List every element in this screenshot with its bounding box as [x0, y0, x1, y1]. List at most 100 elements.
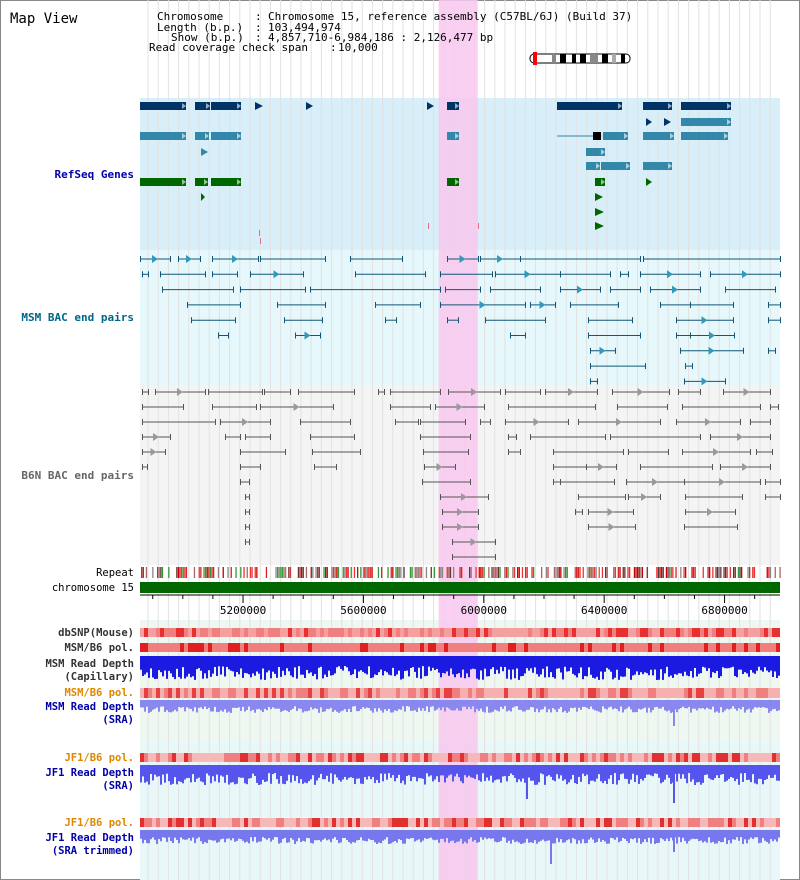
- depth-bar: [670, 700, 672, 713]
- depth-bar: [484, 765, 486, 782]
- depth-bar: [182, 700, 184, 708]
- heat-cell: [444, 753, 448, 762]
- depth-bar: [262, 830, 264, 838]
- depth-bar: [168, 656, 170, 671]
- depth-bar: [404, 830, 406, 844]
- heat-cell: [268, 753, 272, 762]
- heat-cell: [324, 818, 328, 827]
- depth-bar: [498, 830, 500, 842]
- heat-cell: [752, 688, 756, 698]
- depth-bar: [416, 830, 418, 841]
- depth-bar: [646, 830, 648, 843]
- chromosome-ideogram[interactable]: [529, 52, 631, 65]
- depth-bar: [402, 830, 404, 844]
- selection-highlight[interactable]: [438, 0, 478, 880]
- depth-bar: [602, 700, 604, 707]
- depth-bar: [210, 656, 212, 677]
- bac-end: [442, 509, 443, 515]
- heat-cell: [576, 643, 580, 652]
- depth-bar: [514, 765, 516, 778]
- heat-cell: [704, 643, 708, 652]
- bac-end: [760, 479, 761, 485]
- depth-bar: [568, 656, 570, 672]
- heat-cell: [732, 818, 736, 827]
- depth-bar: [526, 656, 528, 669]
- heat-cell: [256, 818, 260, 827]
- depth-bar: [234, 700, 236, 708]
- heat-cell: [144, 818, 148, 827]
- depth-bar: [150, 656, 152, 669]
- bac-end: [772, 449, 773, 455]
- depth-bar: [600, 765, 602, 782]
- depth-bar: [392, 656, 394, 668]
- depth-bar: [494, 765, 496, 781]
- heat-cell: [592, 643, 596, 652]
- repeat-element: [521, 567, 524, 578]
- depth-bar: [502, 656, 504, 672]
- heat-cell: [508, 818, 512, 827]
- depth-bar: [542, 765, 544, 775]
- bac-end: [258, 256, 259, 262]
- heat-cell: [152, 753, 156, 762]
- depth-bar: [544, 765, 546, 785]
- depth-bar: [590, 765, 592, 781]
- depth-bar: [194, 656, 196, 680]
- bac-end: [635, 524, 636, 530]
- bac-end: [676, 332, 677, 339]
- heat-cell: [604, 818, 608, 827]
- depth-bar: [312, 656, 314, 676]
- depth-bar: [734, 830, 736, 840]
- heat-cell: [568, 643, 572, 652]
- depth-bar: [316, 765, 318, 781]
- heat-cell: [200, 643, 204, 652]
- msm-bac-label[interactable]: MSM BAC end pairs: [21, 311, 134, 324]
- depth-bar: [464, 765, 466, 776]
- depth-bar: [776, 700, 778, 712]
- refseq-gene-features[interactable]: [140, 102, 731, 244]
- depth-bar: [750, 765, 752, 783]
- depth-bar: [536, 765, 538, 785]
- repeat-element: [283, 567, 285, 578]
- bac-end: [667, 404, 668, 410]
- heat-cell: [152, 688, 156, 698]
- heat-cell: [316, 818, 320, 827]
- depth-bar: [646, 656, 648, 674]
- bac-end: [684, 479, 685, 485]
- heat-cell: [448, 688, 452, 698]
- gene-strand-mark: [624, 133, 628, 139]
- bac-end-arrow: [232, 255, 238, 263]
- bac-end: [508, 404, 509, 410]
- heat-cell: [164, 753, 168, 762]
- heat-cell: [148, 753, 152, 762]
- depth-bar: [302, 656, 304, 675]
- depth-bar: [666, 656, 668, 667]
- depth-bar: [522, 656, 524, 676]
- depth-bar: [722, 656, 724, 668]
- b6n-bac-label[interactable]: B6N BAC end pairs: [21, 469, 134, 482]
- repeat-element: [598, 567, 600, 578]
- depth-bar: [400, 656, 402, 680]
- heat-cell: [724, 628, 728, 637]
- refseq-label[interactable]: RefSeq Genes: [55, 168, 134, 181]
- page-title: Map View: [10, 11, 78, 27]
- heat-cell: [364, 688, 368, 698]
- depth-bar: [280, 656, 282, 677]
- depth-bar: [182, 830, 184, 840]
- depth-bar: [530, 830, 532, 843]
- heat-cell: [596, 688, 600, 698]
- depth-bar: [336, 656, 338, 668]
- bac-end: [284, 317, 285, 324]
- depth-bar: [624, 700, 626, 710]
- depth-bar: [660, 765, 662, 784]
- bac-end: [440, 494, 441, 500]
- heat-cell: [232, 688, 236, 698]
- depth-bar: [682, 700, 684, 707]
- repeat-element: [181, 567, 183, 578]
- b6n-bac-end-pairs[interactable]: [142, 388, 781, 560]
- depth-bar: [680, 830, 682, 843]
- bac-end: [597, 378, 598, 385]
- heat-cell: [220, 688, 224, 698]
- msm-bac-end-pairs[interactable]: [140, 255, 781, 386]
- heat-cell: [316, 753, 320, 762]
- bac-end: [510, 332, 511, 339]
